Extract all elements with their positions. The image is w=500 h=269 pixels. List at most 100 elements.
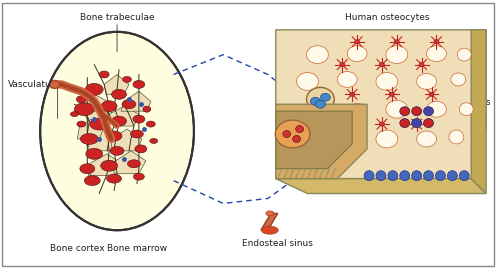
Polygon shape (276, 179, 486, 193)
Ellipse shape (338, 133, 357, 149)
Ellipse shape (448, 171, 458, 180)
Text: Human
tumor cells: Human tumor cells (299, 134, 346, 154)
Ellipse shape (70, 112, 78, 117)
Ellipse shape (122, 76, 132, 82)
Ellipse shape (460, 103, 473, 116)
Polygon shape (121, 91, 151, 111)
Polygon shape (111, 129, 142, 151)
Ellipse shape (146, 121, 155, 127)
Polygon shape (471, 30, 486, 193)
Ellipse shape (266, 211, 274, 216)
Ellipse shape (296, 126, 304, 133)
Ellipse shape (86, 83, 103, 95)
Ellipse shape (276, 120, 310, 148)
Ellipse shape (380, 122, 384, 126)
Polygon shape (114, 151, 146, 174)
Ellipse shape (99, 71, 109, 78)
Ellipse shape (424, 107, 434, 116)
Ellipse shape (80, 133, 98, 144)
Ellipse shape (424, 119, 434, 128)
Ellipse shape (460, 171, 469, 180)
Ellipse shape (424, 171, 434, 180)
Text: Bone marrow: Bone marrow (107, 244, 167, 253)
Ellipse shape (316, 100, 326, 108)
Ellipse shape (376, 171, 386, 180)
Ellipse shape (262, 226, 278, 234)
Ellipse shape (350, 92, 354, 96)
Polygon shape (261, 213, 278, 230)
Polygon shape (88, 129, 117, 151)
Polygon shape (104, 75, 129, 94)
Ellipse shape (426, 101, 446, 117)
Ellipse shape (354, 40, 360, 44)
Ellipse shape (338, 72, 357, 87)
Ellipse shape (76, 96, 86, 103)
Ellipse shape (296, 73, 318, 90)
Ellipse shape (412, 107, 422, 116)
Ellipse shape (128, 160, 140, 168)
Ellipse shape (400, 119, 409, 128)
Ellipse shape (150, 139, 158, 143)
Ellipse shape (306, 46, 328, 63)
Ellipse shape (133, 80, 145, 89)
Ellipse shape (426, 46, 446, 62)
Ellipse shape (86, 148, 102, 159)
Ellipse shape (340, 122, 344, 126)
Ellipse shape (310, 97, 320, 105)
Ellipse shape (135, 145, 147, 153)
Text: Human bone ECM: Human bone ECM (302, 30, 383, 39)
Ellipse shape (110, 146, 124, 155)
Ellipse shape (364, 171, 374, 180)
Ellipse shape (106, 174, 122, 183)
Text: Bone cortex: Bone cortex (50, 244, 104, 253)
Ellipse shape (400, 107, 409, 116)
Ellipse shape (419, 63, 424, 66)
Ellipse shape (449, 130, 464, 144)
Ellipse shape (84, 176, 100, 186)
Ellipse shape (292, 136, 300, 143)
Polygon shape (90, 154, 122, 176)
Ellipse shape (347, 103, 367, 119)
Polygon shape (78, 119, 104, 139)
Polygon shape (276, 30, 486, 179)
Ellipse shape (380, 63, 384, 66)
Ellipse shape (320, 93, 330, 101)
Ellipse shape (416, 131, 436, 147)
Ellipse shape (412, 119, 422, 128)
Ellipse shape (451, 73, 466, 86)
Ellipse shape (412, 171, 422, 180)
Ellipse shape (122, 100, 136, 109)
Ellipse shape (40, 32, 194, 230)
Ellipse shape (50, 80, 59, 89)
Text: Endosteal sinus: Endosteal sinus (242, 239, 313, 248)
Text: Human hematopoietic
stem and lineage cells: Human hematopoietic stem and lineage cel… (381, 139, 476, 159)
Ellipse shape (390, 92, 394, 96)
Ellipse shape (414, 122, 419, 126)
Ellipse shape (436, 171, 446, 180)
Polygon shape (82, 94, 109, 111)
Ellipse shape (306, 100, 328, 118)
Ellipse shape (282, 130, 290, 137)
Polygon shape (276, 104, 367, 179)
Ellipse shape (400, 171, 409, 180)
Ellipse shape (80, 164, 94, 174)
Ellipse shape (429, 92, 434, 96)
Ellipse shape (106, 131, 122, 141)
Ellipse shape (376, 73, 398, 90)
Ellipse shape (90, 118, 108, 130)
Polygon shape (109, 106, 139, 126)
Ellipse shape (416, 73, 436, 89)
Ellipse shape (134, 173, 144, 180)
Ellipse shape (133, 115, 145, 123)
Ellipse shape (143, 106, 151, 112)
Ellipse shape (101, 101, 117, 112)
Text: Osteoclast: Osteoclast (296, 90, 344, 99)
Ellipse shape (434, 40, 439, 44)
Ellipse shape (112, 116, 126, 126)
Ellipse shape (458, 48, 471, 61)
Ellipse shape (386, 100, 407, 118)
Text: Human osteoblasts
and bone-lining cells: Human osteoblasts and bone-lining cells (402, 88, 490, 107)
Ellipse shape (386, 46, 407, 63)
Ellipse shape (306, 87, 334, 111)
Polygon shape (84, 104, 114, 126)
